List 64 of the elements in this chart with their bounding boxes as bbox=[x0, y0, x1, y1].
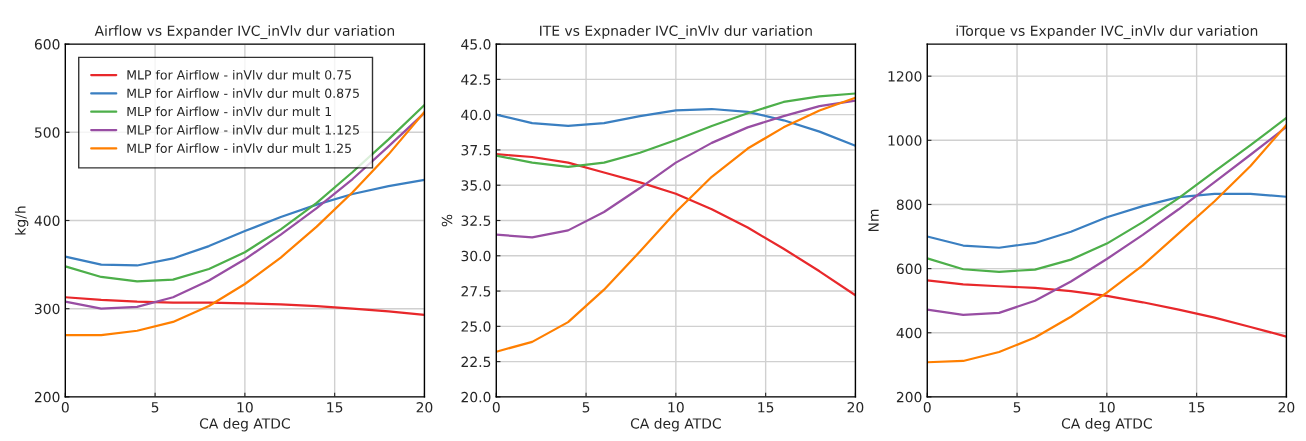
y-tick-label: 600 bbox=[34, 39, 60, 50]
x-tick-label: 10 bbox=[668, 402, 684, 413]
y-tick-label: 30.0 bbox=[461, 250, 491, 262]
x-tick-label: 20 bbox=[416, 402, 433, 413]
line-series bbox=[927, 116, 1287, 273]
line-series bbox=[496, 96, 856, 353]
legend-label: MLP for Airflow - inVlv dur mult 1 bbox=[127, 106, 332, 117]
y-tick-label: 1000 bbox=[888, 135, 922, 146]
legend-label: MLP for Airflow - inVlv dur mult 0.75 bbox=[127, 69, 351, 80]
line-series bbox=[927, 123, 1287, 364]
x-tick-label: 15 bbox=[758, 402, 774, 413]
legend-label: MLP for Airflow - inVlv dur mult 0.875 bbox=[127, 88, 359, 98]
x-tick-label: 0 bbox=[492, 402, 500, 413]
x-tick-label: 5 bbox=[151, 402, 159, 413]
y-axis-title: % bbox=[441, 214, 453, 227]
y-axis-title: Nm bbox=[868, 209, 879, 232]
y-tick-label: 600 bbox=[896, 263, 922, 275]
line-series bbox=[927, 192, 1287, 249]
y-tick-label: 37.5 bbox=[461, 144, 491, 156]
chart-title: ITE vs Expnader IVC_inVlv dur variation bbox=[540, 25, 812, 40]
x-tick-label: 0 bbox=[61, 402, 69, 413]
line-series bbox=[496, 92, 856, 168]
x-tick-label: 0 bbox=[923, 402, 931, 413]
y-tick-label: 42.5 bbox=[461, 74, 491, 85]
line-series bbox=[496, 153, 856, 297]
x-tick-label: 10 bbox=[1099, 402, 1115, 413]
legend-label: MLP for Airflow - inVlv dur mult 1.25 bbox=[127, 143, 351, 153]
y-tick-label: 200 bbox=[34, 391, 60, 403]
chart-title: Airflow vs Expander IVC_inVlv dur variation bbox=[94, 25, 395, 40]
x-tick-label: 15 bbox=[1189, 402, 1205, 413]
y-tick-label: 32.5 bbox=[461, 215, 491, 226]
line-series bbox=[496, 107, 856, 147]
y-tick-label: 45.0 bbox=[461, 39, 491, 50]
y-tick-label: 40.0 bbox=[461, 109, 491, 121]
y-tick-label: 800 bbox=[896, 199, 922, 210]
x-tick-label: 15 bbox=[327, 402, 343, 413]
line-series bbox=[927, 279, 1287, 338]
y-tick-label: 20.0 bbox=[461, 391, 491, 403]
y-tick-label: 35.0 bbox=[461, 180, 491, 191]
y-axis-title: kg/h bbox=[14, 206, 29, 235]
line-series bbox=[927, 125, 1287, 316]
legend-label: MLP for Airflow - inVlv dur mult 1.125 bbox=[127, 124, 359, 135]
line-series bbox=[496, 99, 856, 239]
y-tick-label: 300 bbox=[34, 303, 60, 315]
x-tick-label: 5 bbox=[1013, 402, 1021, 413]
chart-title: iTorque vs Expander IVC_inVlv dur variation bbox=[956, 25, 1258, 40]
x-axis-title: CA deg ATDC bbox=[630, 417, 721, 432]
y-tick-label: 400 bbox=[896, 327, 922, 339]
line-series bbox=[65, 103, 425, 283]
x-tick-label: 5 bbox=[582, 402, 590, 413]
x-axis-title: CA deg ATDC bbox=[1061, 417, 1152, 432]
x-axis-title: CA deg ATDC bbox=[199, 417, 290, 432]
y-tick-label: 25.0 bbox=[461, 321, 491, 332]
y-tick-label: 400 bbox=[34, 215, 60, 226]
y-tick-label: 22.5 bbox=[461, 356, 491, 368]
y-tick-label: 500 bbox=[35, 127, 60, 138]
x-tick-label: 20 bbox=[1278, 402, 1295, 413]
line-series bbox=[65, 296, 425, 316]
x-tick-label: 20 bbox=[847, 402, 864, 413]
line-series bbox=[65, 178, 425, 267]
y-tick-label: 1200 bbox=[888, 71, 922, 82]
x-tick-label: 10 bbox=[237, 402, 253, 413]
y-tick-label: 27.5 bbox=[461, 286, 491, 297]
y-tick-label: 200 bbox=[896, 391, 922, 403]
